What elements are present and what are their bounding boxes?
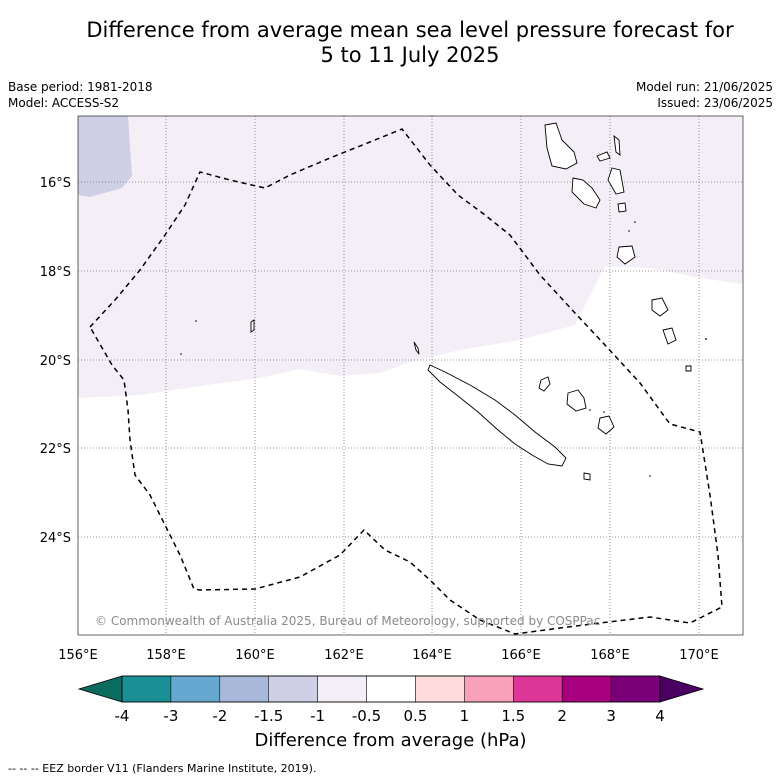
colorbar-tick-label: -2 — [212, 707, 227, 725]
footer-legend: -- -- -- EEZ border V11 (Flanders Marine… — [8, 762, 317, 775]
coastlines — [250, 122, 692, 481]
meta-left: Base period: 1981-2018 Model: ACCESS-S2 — [8, 79, 153, 111]
colorbar-under-arrow — [77, 675, 123, 703]
lon-label: 170°E — [679, 648, 719, 663]
model-run: Model run: 21/06/2025 — [635, 80, 773, 94]
colorbar-cell — [219, 675, 269, 703]
colorbar-cell — [464, 675, 514, 703]
latitude-labels: 16°S 18°S 20°S 22°S 24°S — [40, 176, 71, 546]
lat-label: 16°S — [40, 176, 71, 191]
lon-label: 168°E — [590, 648, 630, 663]
colorbar-tick-label: 2 — [557, 707, 567, 725]
lon-label: 156°E — [58, 648, 98, 663]
colorbar-tick-label: 1 — [460, 707, 470, 725]
colorbar-tick-label: -3 — [163, 707, 178, 725]
lat-label: 18°S — [40, 265, 71, 280]
colorbar-tick-label: -1 — [310, 707, 325, 725]
lon-label: 158°E — [146, 648, 186, 663]
issued-date: Issued: 23/06/2025 — [657, 96, 773, 110]
colorbar-cell — [317, 675, 367, 703]
colorbar-title: Difference from average (hPa) — [254, 730, 527, 751]
meta-right: Model run: 21/06/2025 Issued: 23/06/2025 — [636, 79, 773, 111]
maewo-island — [613, 134, 621, 156]
colorbar-cell — [610, 675, 661, 703]
lon-label: 160°E — [235, 648, 275, 663]
chesterfield-islet — [250, 319, 255, 333]
lon-label: 162°E — [324, 648, 364, 663]
lat-label: 20°S — [40, 354, 71, 369]
tanna-island — [662, 327, 677, 345]
copyright-text: © Commonwealth of Australia 2025, Bureau… — [95, 614, 600, 628]
belep-island — [413, 341, 420, 355]
lat-label: 22°S — [40, 442, 71, 457]
model-name: Model: ACCESS-S2 — [8, 96, 120, 110]
colorbar-over-arrow — [659, 675, 705, 703]
erromango-island — [651, 297, 669, 317]
ouvea-island — [538, 376, 551, 392]
colorbar-tick-label: -0.5 — [352, 707, 381, 725]
epi-island — [617, 202, 627, 213]
colorbar-tick-label: 4 — [655, 707, 665, 725]
map-title: Difference from average mean sea level p… — [0, 18, 781, 68]
colorbar-cell — [513, 675, 563, 703]
lifou-island — [566, 389, 587, 412]
colorbar-cell — [561, 675, 612, 703]
pentecost-island — [607, 167, 625, 195]
colorbar-cell — [121, 675, 172, 703]
isle-of-pines — [583, 472, 591, 481]
aneityum-island — [685, 365, 692, 372]
efate-island — [616, 245, 636, 265]
lon-label: 164°E — [412, 648, 452, 663]
title-line-1: Difference from average mean sea level p… — [86, 18, 734, 42]
colorbar-cell — [170, 675, 221, 703]
colorbar-cell — [415, 675, 465, 703]
mare-island — [597, 415, 615, 435]
anomaly-region-minus-1-5 — [78, 116, 132, 197]
title-line-2: 5 to 11 July 2025 — [320, 43, 500, 67]
base-period: Base period: 1981-2018 — [8, 80, 153, 94]
colorbar-tick-label: -1.5 — [254, 707, 283, 725]
malekula-island — [571, 177, 601, 209]
colorbar-tick-label: 0.5 — [404, 707, 428, 725]
lat-label: 24°S — [40, 531, 71, 546]
new-caledonia-island — [427, 364, 567, 467]
colorbar-cell — [268, 675, 318, 703]
lon-label: 166°E — [501, 648, 541, 663]
espiritu-santo-island — [544, 122, 578, 170]
colorbar-cell — [366, 675, 416, 703]
colorbar: -4 -3 -2 -1.5 -1 -0.5 0.5 1 1.5 2 3 4 — [77, 675, 705, 725]
eez-border — [89, 128, 723, 635]
ambae-island — [596, 151, 611, 162]
map-frame — [77, 115, 744, 636]
colorbar-tick-label: -4 — [115, 707, 130, 725]
longitude-labels: 156°E 158°E 160°E 162°E 164°E 166°E 168°… — [58, 648, 719, 663]
gridlines — [78, 116, 743, 635]
colorbar-tick-label: 3 — [606, 707, 616, 725]
small-islets — [180, 221, 707, 477]
colorbar-tick-label: 1.5 — [501, 707, 525, 725]
